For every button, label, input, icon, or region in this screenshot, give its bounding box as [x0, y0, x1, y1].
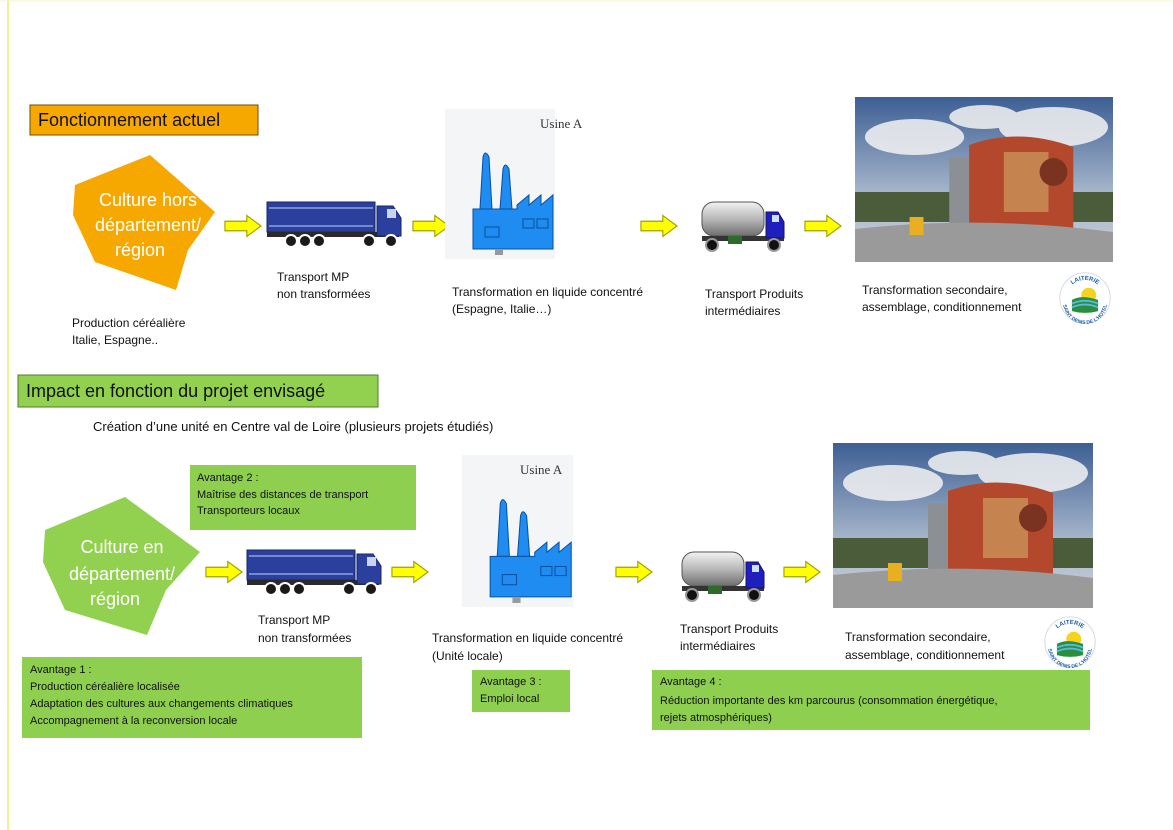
flow-arrow [616, 562, 652, 583]
source-label: département/ [95, 215, 201, 235]
advantage-text: Maîtrise des distances de transport [197, 489, 368, 501]
factory-caption: (Unité locale) [432, 649, 503, 663]
section-subtitle: Création d’une unité en Centre val de Lo… [93, 419, 493, 434]
factory-label: Usine A [540, 116, 583, 131]
source-label: région [115, 240, 165, 260]
plant-caption: Transformation secondaire, [862, 283, 1008, 297]
source-label: région [90, 589, 140, 609]
flow-arrow [641, 216, 677, 237]
source-label: département/ [69, 564, 175, 584]
transport-caption: intermédiaires [705, 304, 780, 318]
transport-caption: intermédiaires [680, 639, 755, 653]
advantage-title: Avantage 3 : [480, 676, 542, 688]
plant-caption: assemblage, conditionnement [845, 648, 1005, 662]
source-caption: Production céréalière [72, 316, 186, 330]
advantage-text: Réduction importante des km parcourus (c… [660, 695, 998, 707]
advantage-title: Avantage 1 : [30, 664, 92, 676]
tanker-icon [682, 552, 764, 601]
advantage-title: Avantage 4 : [660, 676, 722, 688]
transport-caption: Transport Produits [680, 622, 778, 636]
source-label: Culture hors [99, 190, 197, 210]
transport-caption: Transport MP [258, 613, 330, 627]
source-caption: Italie, Espagne.. [72, 333, 158, 347]
advantage-text: Transporteurs locaux [197, 505, 300, 517]
flow-arrow [784, 562, 820, 583]
factory-caption: (Espagne, Italie…) [452, 302, 551, 316]
plant-photo [855, 97, 1113, 262]
transport-caption: Transport MP [277, 270, 349, 284]
advantage-text: Emploi local [480, 693, 539, 705]
factory-label: Usine A [520, 462, 563, 477]
flow-arrow [206, 562, 242, 583]
source-label: Culture en [80, 537, 163, 557]
factory-caption: Transformation en liquide concentré [452, 285, 643, 299]
plant-logo: LAITERIE SAINT DENIS DE L'HOTEL [1060, 273, 1110, 326]
factory-icon [462, 455, 573, 607]
factory-icon [445, 109, 555, 259]
plant-logo: LAITERIE SAINT DENIS DE L'HOTEL [1045, 617, 1095, 670]
advantage-text: rejets atmosphériques) [660, 712, 772, 724]
section-title: Impact en fonction du projet envisagé [26, 381, 325, 401]
tanker-icon [702, 202, 784, 251]
section-title: Fonctionnement actuel [38, 110, 220, 130]
plant-photo [833, 443, 1093, 608]
truck-icon [247, 550, 381, 595]
truck-icon [267, 202, 401, 247]
page: Fonctionnement actuel Culture hors dépar… [0, 0, 1173, 830]
transport-caption: non transformées [258, 631, 351, 645]
advantage-title: Avantage 2 : [197, 472, 259, 484]
flow-arrow [225, 216, 261, 237]
plant-caption: Transformation secondaire, [845, 630, 991, 644]
transport-caption: Transport Produits [705, 287, 803, 301]
flow-arrow [392, 562, 428, 583]
advantage-text: Production céréalière localisée [30, 681, 180, 693]
plant-caption: assemblage, conditionnement [862, 300, 1022, 314]
factory-caption: Transformation en liquide concentré [432, 631, 623, 645]
diagram: Fonctionnement actuel Culture hors dépar… [0, 0, 1173, 830]
advantage-text: Accompagnement à la reconversion locale [30, 715, 237, 727]
flow-arrow [805, 216, 841, 237]
transport-caption: non transformées [277, 287, 370, 301]
advantage-text: Adaptation des cultures aux changements … [30, 698, 293, 710]
flow-arrow [413, 216, 449, 237]
